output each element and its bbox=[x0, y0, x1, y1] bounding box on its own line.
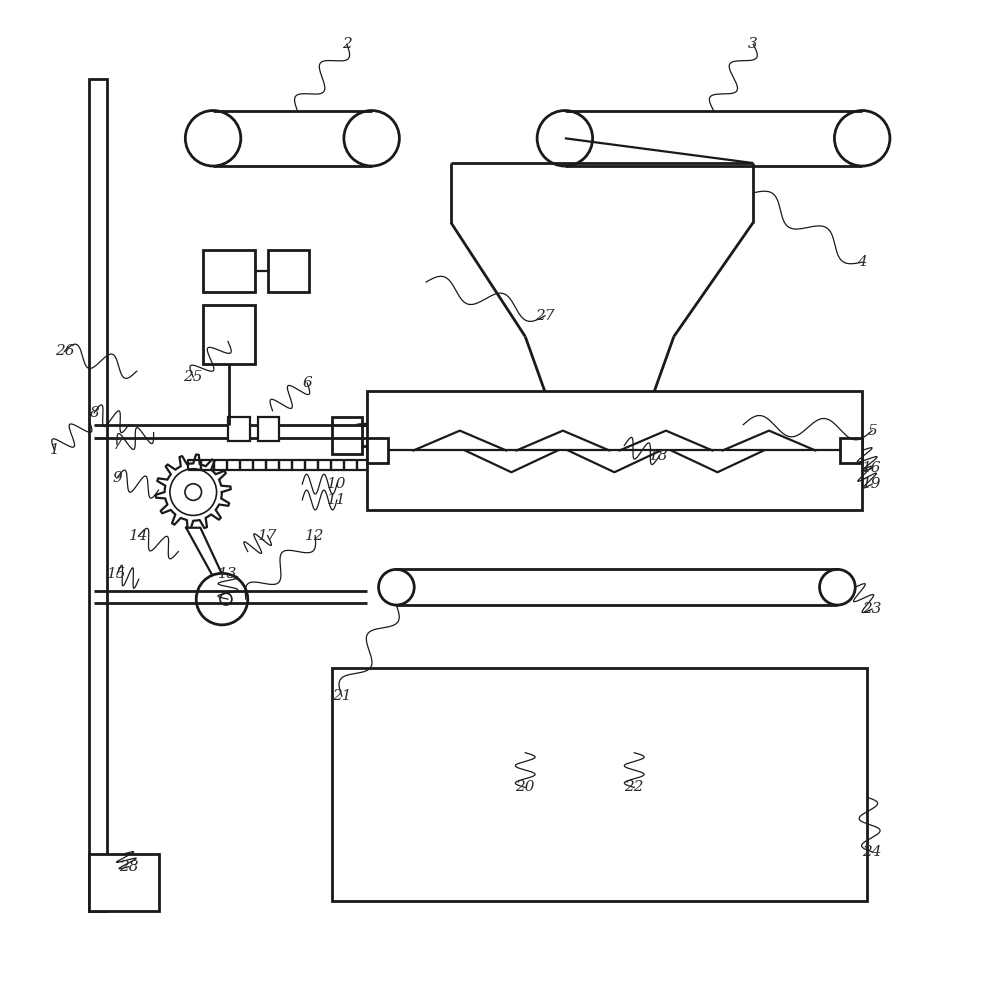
Bar bbox=[332, 668, 867, 901]
Text: 2: 2 bbox=[342, 37, 352, 51]
Text: 8: 8 bbox=[89, 406, 99, 420]
Circle shape bbox=[220, 593, 232, 605]
Text: 15: 15 bbox=[107, 567, 127, 581]
Text: 28: 28 bbox=[119, 860, 139, 874]
Bar bbox=[203, 305, 255, 364]
Bar bbox=[357, 425, 555, 446]
Text: 6: 6 bbox=[302, 376, 312, 390]
Text: 19: 19 bbox=[862, 477, 882, 491]
Circle shape bbox=[379, 569, 414, 605]
Circle shape bbox=[834, 111, 890, 166]
Text: 14: 14 bbox=[129, 529, 149, 543]
Bar bbox=[268, 250, 309, 292]
Circle shape bbox=[820, 569, 855, 605]
Text: 25: 25 bbox=[183, 370, 203, 384]
Text: 13: 13 bbox=[218, 567, 238, 581]
Text: 1: 1 bbox=[50, 443, 59, 457]
Text: 23: 23 bbox=[862, 602, 882, 616]
Bar bbox=[203, 250, 255, 292]
Circle shape bbox=[196, 573, 248, 625]
Text: 10: 10 bbox=[327, 477, 347, 491]
Bar bbox=[840, 438, 862, 463]
Text: 27: 27 bbox=[535, 309, 555, 323]
Text: 5: 5 bbox=[867, 424, 877, 438]
Circle shape bbox=[344, 111, 399, 166]
Text: 11: 11 bbox=[327, 493, 347, 507]
Text: 18: 18 bbox=[649, 449, 669, 463]
Bar bbox=[367, 438, 388, 463]
Text: 21: 21 bbox=[332, 689, 352, 703]
Text: 26: 26 bbox=[55, 344, 74, 358]
Bar bbox=[367, 391, 862, 510]
Circle shape bbox=[537, 111, 593, 166]
Bar bbox=[89, 854, 159, 911]
Text: 12: 12 bbox=[305, 529, 325, 543]
Text: 20: 20 bbox=[515, 780, 535, 794]
Bar bbox=[228, 417, 250, 441]
Circle shape bbox=[185, 111, 241, 166]
Circle shape bbox=[185, 484, 201, 500]
Text: 3: 3 bbox=[748, 37, 758, 51]
Text: 16: 16 bbox=[862, 461, 882, 475]
Polygon shape bbox=[186, 528, 227, 584]
Text: 24: 24 bbox=[862, 845, 882, 859]
Bar bbox=[89, 79, 107, 911]
Text: 22: 22 bbox=[624, 780, 644, 794]
Text: 4: 4 bbox=[857, 255, 867, 269]
Bar bbox=[258, 417, 279, 441]
Text: 9: 9 bbox=[112, 471, 122, 485]
Bar bbox=[332, 417, 362, 454]
Text: 7: 7 bbox=[112, 438, 122, 452]
Text: 17: 17 bbox=[258, 529, 277, 543]
